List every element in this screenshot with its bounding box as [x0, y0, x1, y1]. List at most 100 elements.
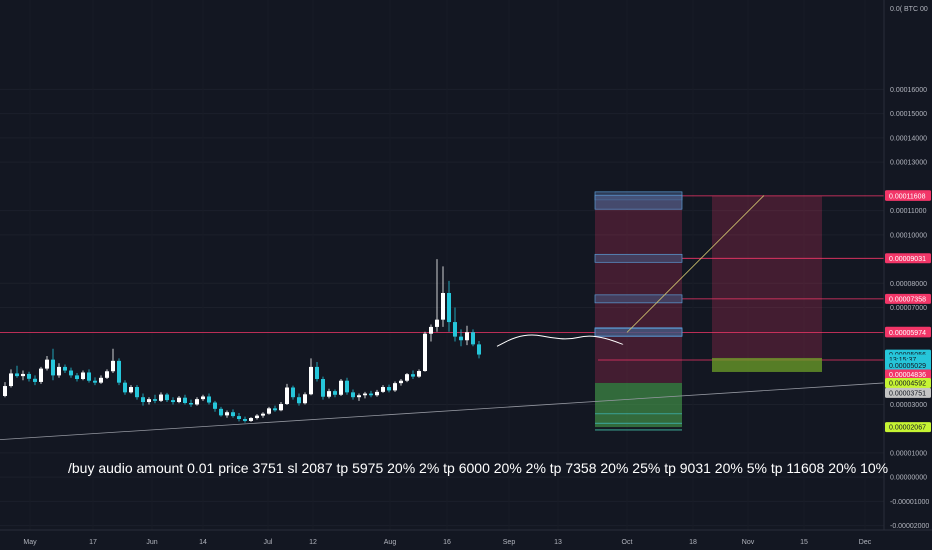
candle-body	[423, 333, 427, 372]
candle-body	[207, 396, 211, 403]
price-badge	[885, 327, 931, 338]
target-band[interactable]	[594, 294, 683, 304]
candle-body	[309, 366, 313, 395]
candle-body	[381, 387, 385, 392]
position2-risk-zone[interactable]	[712, 195, 822, 360]
price-badge-label: 13:15:37	[889, 357, 916, 364]
candle-body	[153, 399, 157, 401]
x-tick-label: Oct	[622, 539, 633, 546]
candles	[3, 259, 481, 423]
candle-body	[471, 332, 475, 345]
candle-body	[141, 397, 145, 403]
time-axis[interactable]: May 17 Jun 14 Jul 12 Aug 16 Sep 13 Oct 18 Nov 15 Dec	[23, 539, 871, 546]
candle-body	[477, 344, 481, 355]
candle-body	[111, 360, 115, 372]
y-tick-label: 0.00015000	[890, 111, 927, 118]
candle-body	[3, 386, 7, 396]
price-badge	[885, 190, 931, 201]
candle-body	[435, 319, 439, 327]
y-tick-label: 0.00014000	[890, 135, 927, 142]
order-annotation: /buy audio amount 0.01 price 3751 sl 208…	[68, 460, 888, 476]
x-tick-label: Aug	[384, 539, 397, 546]
trade-path	[626, 195, 765, 333]
candle-body	[63, 366, 67, 371]
candle-body	[33, 378, 37, 382]
position-risk-zone[interactable]	[595, 195, 682, 383]
candle-body	[285, 387, 289, 404]
candle-body	[195, 399, 199, 405]
x-tick-label: 17	[89, 539, 97, 546]
candle-body	[303, 394, 307, 404]
candle-body	[357, 395, 361, 398]
target-band[interactable]	[594, 253, 683, 263]
symbol-label: 0.0( BTC 00	[890, 6, 928, 13]
price-badge	[885, 369, 931, 380]
position-boxes[interactable]	[594, 191, 822, 431]
candle-body	[9, 373, 13, 387]
candle-body	[351, 392, 355, 398]
y-tick-label: 0.00016000	[890, 87, 927, 94]
price-axis-panel[interactable]	[884, 0, 932, 530]
candle-body	[393, 383, 397, 391]
x-tick-label: 12	[309, 539, 317, 546]
price-badge	[885, 387, 931, 398]
candle-body	[51, 359, 55, 376]
candle-body	[243, 419, 247, 421]
candle-body	[249, 418, 253, 421]
trade-path-line	[626, 195, 765, 333]
candle-body	[339, 380, 343, 395]
candle-body	[81, 372, 85, 380]
candle-body	[327, 391, 331, 397]
candle-body	[405, 374, 409, 381]
support-trend-line[interactable]	[0, 382, 885, 441]
x-tick-label: 13	[554, 539, 562, 546]
candle-body	[375, 391, 379, 396]
projection-curve	[496, 334, 624, 347]
price-badge-label: 0.00005974	[889, 330, 926, 337]
price-badge	[885, 377, 931, 388]
x-tick-label: Nov	[742, 539, 755, 546]
candle-body	[117, 360, 121, 383]
x-tick-label: 14	[199, 539, 207, 546]
candle-body	[417, 371, 421, 377]
x-tick-label: 18	[689, 539, 697, 546]
candle-body	[279, 403, 283, 411]
candle-body	[399, 380, 403, 384]
position-profit-zone[interactable]	[595, 382, 682, 428]
candle-body	[123, 382, 127, 393]
x-tick-label: Jul	[264, 539, 273, 546]
candle-body	[15, 373, 19, 377]
y-tick-label: 0.00000000	[890, 475, 927, 482]
candle-body	[213, 402, 217, 409]
y-tick-label: 0.00008000	[890, 281, 927, 288]
candle-body	[291, 387, 295, 398]
price-badge-label: 0.00007358	[889, 296, 926, 303]
x-tick-label: 16	[443, 539, 451, 546]
price-axis[interactable]: 0.00016000 0.00015000 0.00014000 0.00013000…	[890, 87, 929, 530]
candle-body	[171, 400, 175, 403]
x-tick-label: May	[23, 539, 37, 546]
candle-body	[267, 408, 271, 414]
candle-body	[189, 403, 193, 405]
y-tick-label: 0.00011000	[890, 208, 927, 215]
x-tick-label: Dec	[859, 539, 872, 546]
candle-body	[87, 372, 91, 381]
trend-line[interactable]	[0, 382, 885, 441]
position2-entry-band[interactable]	[712, 357, 822, 372]
candle-body	[255, 415, 259, 419]
candle-body	[237, 416, 241, 420]
target-band[interactable]	[594, 328, 683, 337]
candle-body	[27, 373, 31, 379]
top-target-band[interactable]	[594, 194, 683, 210]
candle-body	[345, 380, 349, 393]
candle-body	[465, 332, 469, 341]
y-tick-label: -0.00001000	[890, 499, 929, 506]
price-badge-label: 0.00002067	[889, 425, 926, 432]
y-tick-label: 0.00013000	[890, 160, 927, 167]
candle-body	[45, 359, 49, 369]
candle-body	[105, 371, 109, 378]
candle-body	[411, 374, 415, 377]
candle-body	[75, 375, 79, 380]
